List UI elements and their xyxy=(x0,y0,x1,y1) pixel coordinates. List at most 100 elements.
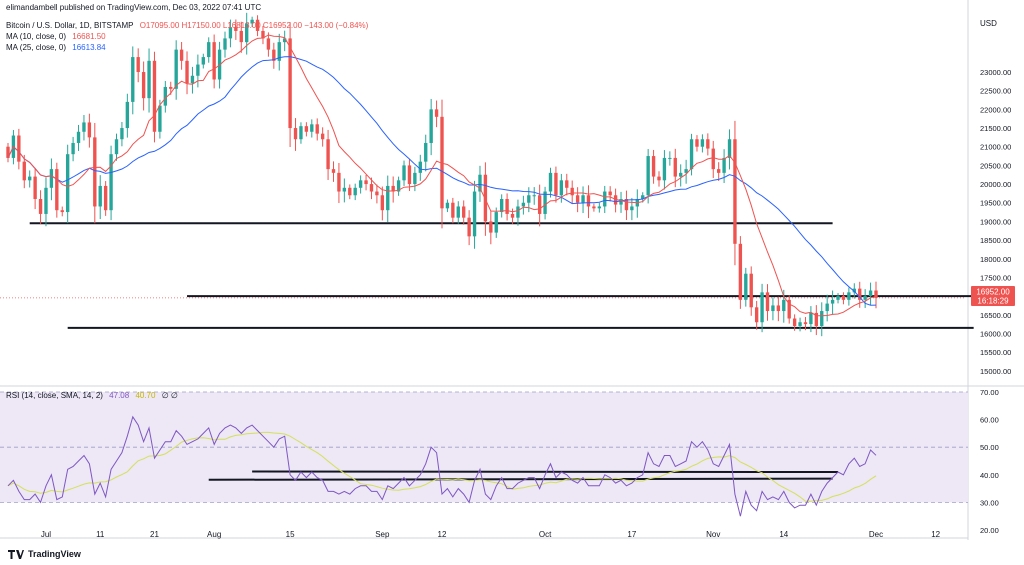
candle-body xyxy=(310,124,314,132)
candle-body xyxy=(255,19,260,31)
time-axis[interactable]: Jul 11 21 Aug 15 Sep 12 Oct 17 Nov 14 Dec 12 xyxy=(41,530,941,539)
candle-body xyxy=(125,101,130,129)
candle-body xyxy=(109,154,113,211)
candle-body xyxy=(293,128,298,140)
candle-body xyxy=(521,202,526,207)
candle-body xyxy=(179,49,184,61)
candle-body xyxy=(668,157,672,159)
candle-body xyxy=(261,30,265,39)
candle-body xyxy=(592,206,596,209)
candle-body xyxy=(489,221,493,233)
time-tick-label: 12 xyxy=(931,530,940,539)
time-tick-label: Dec xyxy=(869,530,883,539)
candle-body xyxy=(33,176,37,199)
symbol-title[interactable]: Bitcoin / U.S. Dollar, 1D, BITSTAMP xyxy=(6,21,134,30)
candle-body xyxy=(651,156,656,177)
candle-body xyxy=(499,199,504,213)
candle-body xyxy=(190,75,195,84)
candle-body xyxy=(413,172,417,185)
candle-body xyxy=(55,169,59,211)
price-tick-label: 15000.00 xyxy=(980,367,1011,376)
candle-body xyxy=(657,176,661,181)
ma10-legend[interactable]: MA (10, close, 0) 16681.50 xyxy=(6,32,110,42)
price-tick-label: 21500.00 xyxy=(980,124,1011,133)
price-tick-label: 19500.00 xyxy=(980,199,1011,208)
price-axis[interactable]: 15000.0015500.0016000.0016500.0017000.00… xyxy=(980,68,1011,376)
publisher-line: elimandambell published on TradingView.c… xyxy=(6,3,265,13)
candle-body xyxy=(358,180,363,188)
candle-body xyxy=(93,137,97,207)
candle-body xyxy=(152,60,157,132)
candle-body xyxy=(212,42,216,80)
price-tick-label: 23000.00 xyxy=(980,68,1011,77)
candle-body xyxy=(706,139,710,149)
candle-body xyxy=(407,165,412,185)
candle-body xyxy=(744,273,748,300)
ma10-label[interactable]: MA (10, close, 0) xyxy=(6,32,67,41)
candle-body xyxy=(516,206,520,218)
ma25-legend[interactable]: MA (25, close, 0) 16613.84 xyxy=(6,43,110,53)
candle-body xyxy=(868,290,873,297)
candle-body xyxy=(375,191,379,196)
rsi-line xyxy=(7,415,877,517)
ma25-label[interactable]: MA (25, close, 0) xyxy=(6,43,67,52)
time-tick-label: Nov xyxy=(706,530,720,539)
rsi-value: 47.08 xyxy=(109,391,130,400)
candle-body xyxy=(337,172,341,192)
candle-body xyxy=(700,139,705,147)
candle-body xyxy=(245,23,249,43)
symbol-legend[interactable]: Bitcoin / U.S. Dollar, 1D, BITSTAMP O170… xyxy=(6,21,372,31)
candle-body xyxy=(711,148,715,170)
rsi-tick-label: 20.00 xyxy=(980,526,999,535)
candle-body xyxy=(185,60,189,84)
candle-body xyxy=(304,126,309,132)
candle-body xyxy=(147,60,151,99)
candle-body xyxy=(641,195,645,199)
candle-body xyxy=(532,195,536,197)
candle-body xyxy=(440,116,444,209)
candle-body xyxy=(114,139,119,155)
candle-body xyxy=(575,195,580,203)
price-tick-label: 22000.00 xyxy=(980,105,1011,114)
rsi-axis[interactable]: 20.00 30.00 40.00 50.00 60.00 70.00 xyxy=(980,388,999,535)
candle-body xyxy=(65,154,70,213)
candle-body xyxy=(223,38,227,50)
candle-body xyxy=(852,288,856,293)
candle-body xyxy=(830,299,835,304)
price-tick-label: 21000.00 xyxy=(980,143,1011,152)
candle-body xyxy=(17,135,21,162)
candle-body xyxy=(434,109,439,117)
candle-body xyxy=(456,206,460,218)
candle-body xyxy=(673,157,677,177)
candle-body xyxy=(98,185,102,207)
candle-body xyxy=(733,139,737,244)
candle-body xyxy=(608,191,612,196)
tradingview-footer[interactable]: TradingView xyxy=(8,549,81,559)
candle-body xyxy=(863,296,867,300)
rsi-tick-label: 70.00 xyxy=(980,388,999,397)
rsi-tick-label: 40.00 xyxy=(980,471,999,480)
candle-body xyxy=(158,105,162,132)
candle-body xyxy=(234,27,238,31)
candle-body xyxy=(239,30,243,43)
candle-body xyxy=(603,191,607,207)
time-tick-label: Oct xyxy=(539,530,552,539)
rsi-tick-label: 60.00 xyxy=(980,416,999,425)
candle-body xyxy=(809,312,813,325)
candle-body xyxy=(613,195,618,205)
candle-body xyxy=(554,172,558,196)
candle-body xyxy=(841,296,846,300)
price-tag-countdown: 16:18:29 xyxy=(977,297,1009,306)
candle-body xyxy=(803,322,808,325)
candle-body xyxy=(847,292,851,300)
rsi-tick-label: 30.00 xyxy=(980,498,999,507)
candle-body xyxy=(537,195,542,214)
rsi-legend[interactable]: RSI (14, close, SMA, 14, 2) 47.08 40.70 … xyxy=(6,391,182,401)
candle-body xyxy=(771,305,775,312)
candle-body xyxy=(82,122,86,132)
rsi-label[interactable]: RSI (14, close, SMA, 14, 2) xyxy=(6,391,103,400)
ohlc-values: O17095.00 H17150.00 L16813.00 C16952.00 … xyxy=(139,21,369,30)
candle-body xyxy=(559,180,564,196)
ma25-value: 16613.84 xyxy=(72,43,106,52)
